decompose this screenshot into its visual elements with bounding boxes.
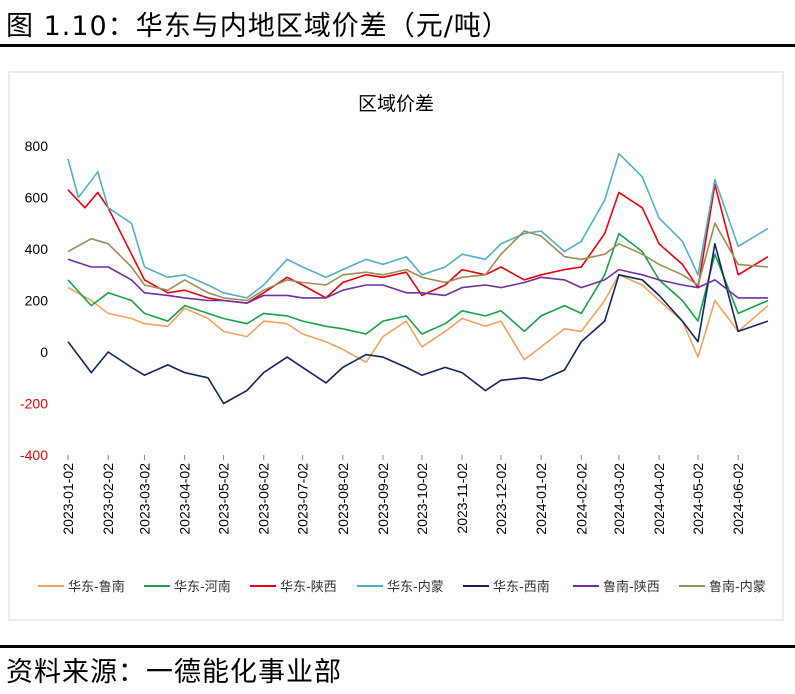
series-line-5 <box>67 243 769 405</box>
x-tick-label: 2023-04-02 <box>177 463 193 535</box>
y-tick-label: 400 <box>25 241 49 257</box>
y-axis: 800 600 400 200 0 -200 -400 <box>20 138 48 463</box>
series-line-4 <box>67 152 769 299</box>
source-note: 资料来源：一德能化事业部 <box>6 657 342 688</box>
x-tick-label: 2023-05-02 <box>216 463 232 535</box>
x-tick-label: 2023-07-02 <box>295 463 311 535</box>
x-tick-label: 2023-02-02 <box>100 463 116 535</box>
legend-label: 华东-西南 <box>493 579 550 595</box>
legend: 华东-鲁南 华东-河南 华东-陕西 华东-内蒙 华东-西南 鲁南-陕西 鲁南-内蒙 <box>38 579 766 595</box>
x-tick-label: 2023-09-02 <box>375 463 391 535</box>
legend-label: 华东-陕西 <box>280 580 337 595</box>
top-rule <box>0 44 795 47</box>
figure-title: 图 1.10：华东与内地区域价差（元/吨） <box>6 11 510 42</box>
y-tick-label: -400 <box>20 447 48 463</box>
chart-title: 区域价差 <box>358 93 434 115</box>
x-tick-label: 2023-10-02 <box>414 463 430 535</box>
x-tick-label: 2023-11-02 <box>454 463 470 534</box>
y-tick-label: -200 <box>20 396 48 412</box>
x-tick-label: 2024-04-02 <box>651 463 667 535</box>
series-line-1 <box>67 274 769 364</box>
legend-label: 华东-内蒙 <box>387 579 444 595</box>
y-tick-label: 600 <box>25 190 49 206</box>
legend-label: 鲁南-内蒙 <box>709 579 766 595</box>
y-tick-label: 0 <box>40 344 48 360</box>
x-tick-label: 2024-06-02 <box>730 463 746 535</box>
x-tick-label: 2024-05-02 <box>690 463 706 535</box>
chart-frame <box>8 71 784 621</box>
legend-label: 华东-河南 <box>174 579 231 595</box>
x-tick-label: 2023-08-02 <box>335 463 351 535</box>
series-line-7 <box>67 222 769 302</box>
x-tick-label: 2023-06-02 <box>256 463 272 535</box>
x-tick-label: 2023-03-02 <box>136 463 152 535</box>
y-tick-label: 200 <box>25 293 49 309</box>
y-tick-label: 800 <box>25 138 49 154</box>
series-group <box>67 152 769 405</box>
x-axis: 2023-01-02 2023-02-02 2023-03-02 2023-04-02… <box>60 455 746 535</box>
series-line-6 <box>67 258 768 304</box>
series-line-3 <box>67 183 769 304</box>
x-tick-label: 2024-02-02 <box>573 463 589 535</box>
x-tick-label: 2023-01-02 <box>60 463 76 535</box>
x-tick-label: 2024-03-02 <box>611 463 627 535</box>
legend-label: 华东-鲁南 <box>68 579 125 595</box>
bottom-rule <box>0 645 795 648</box>
x-tick-label: 2023-12-02 <box>493 463 509 535</box>
legend-label: 鲁南-陕西 <box>603 579 660 595</box>
x-tick-label: 2024-01-02 <box>533 463 549 535</box>
